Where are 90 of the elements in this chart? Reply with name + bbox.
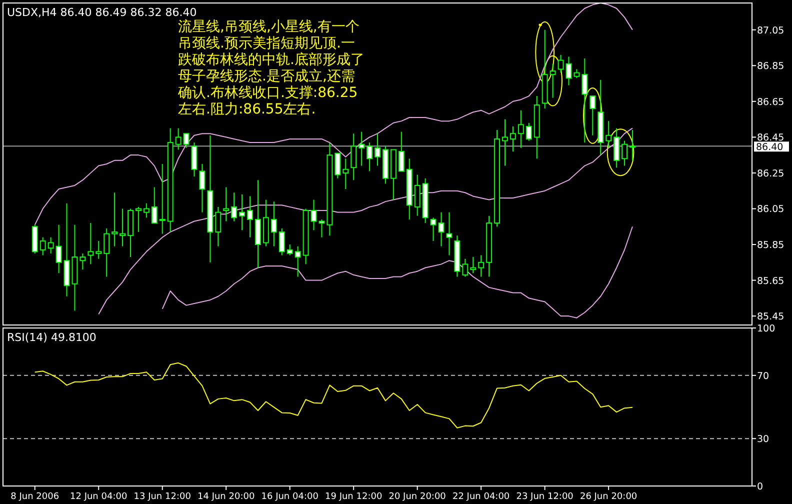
y-tick-label: 86.45: [757, 132, 784, 144]
candlestick: [278, 228, 285, 256]
candlestick: [318, 218, 325, 238]
candlestick: [398, 131, 404, 172]
y-tick-label: 70: [757, 370, 770, 382]
x-tick-label: 14 Jun 20:00: [198, 492, 255, 502]
candlestick: [622, 140, 628, 166]
line-series: [162, 226, 633, 318]
candlestick: [143, 202, 150, 218]
candlestick: [112, 192, 118, 247]
x-tick-label: 16 Jun 04:00: [261, 492, 319, 502]
chart-title: RSI(14) 49.8100: [7, 331, 96, 344]
candlestick: [526, 122, 532, 142]
candlestick: [550, 63, 556, 98]
candlestick: [294, 246, 301, 278]
candlestick: [135, 206, 142, 232]
candlestick: [350, 133, 357, 181]
annotation: 流星线,吊颈线,小星线,有一个: [178, 19, 360, 35]
candlestick: [342, 158, 349, 190]
x-tick-label: 22 Jun 04:00: [452, 492, 510, 502]
candlestick: [96, 240, 102, 260]
candlestick: [215, 206, 222, 247]
candlestick: [334, 152, 341, 179]
x-tick-label: 13 Jun 12:00: [134, 492, 192, 502]
x-tick-label: 26 Jun 20:00: [580, 492, 638, 502]
candlestick: [606, 120, 612, 148]
y-tick-label: 0: [757, 482, 764, 492]
x-tick-label: 20 Jun 20:00: [388, 492, 446, 502]
candlestick: [239, 194, 246, 231]
candlestick: [558, 54, 564, 74]
y-tick-label: 86.65: [757, 96, 784, 108]
candlestick: [374, 133, 380, 166]
candlestick: [88, 222, 94, 265]
candlestick: [582, 58, 588, 144]
annotation: 跌破布林线的中轨.底部形成了: [178, 52, 364, 68]
candlestick: [310, 199, 317, 231]
y-tick-label: 85.65: [757, 276, 784, 287]
candlestick: [270, 201, 277, 247]
candlestick: [518, 110, 524, 148]
chart-title: USDX,H4 86.40 86.49 86.32 86.40: [7, 6, 197, 19]
candlestick: [414, 174, 420, 216]
line-series: [34, 362, 633, 428]
annotation: 确认.布林线收口.支撑:86.25: [177, 85, 358, 101]
annotation: 左右.阻力:86.55左右.: [178, 102, 316, 118]
candlestick: [199, 164, 206, 213]
annotation: 母子孕线形态.是否成立,还需: [178, 68, 355, 84]
x-tick-label: 8 Jun 2006: [10, 492, 60, 502]
candlestick: [159, 164, 166, 234]
annotation: 吊颈线.预示美指短期见顶.一: [178, 36, 355, 52]
x-tick-label: 23 Jun 12:00: [516, 492, 574, 502]
candlestick: [247, 196, 253, 238]
y-tick-label: 86.25: [757, 168, 784, 180]
candlestick: [510, 126, 516, 152]
y-tick-label: 85.85: [757, 240, 784, 251]
y-tick-label: 87.05: [757, 25, 784, 36]
x-tick-label: 19 Jun 12:00: [325, 492, 382, 502]
candlestick: [366, 142, 372, 172]
y-tick-label: 86.05: [757, 204, 784, 216]
candlestick: [183, 133, 190, 148]
candlestick: [191, 142, 198, 178]
candlestick: [120, 208, 126, 247]
candlestick: [446, 212, 452, 256]
candlestick: [231, 192, 238, 222]
candlestick: [56, 224, 62, 274]
candlestick: [358, 131, 365, 166]
candlestick: [175, 128, 182, 150]
y-tick-label: 100: [757, 324, 776, 334]
candlestick: [438, 212, 444, 247]
candlestick: [223, 186, 230, 222]
candlestick: [630, 130, 636, 161]
candlestick: [614, 128, 620, 168]
y-tick-label: 86.85: [757, 61, 784, 72]
y-tick-label: 30: [757, 434, 770, 446]
y-tick-label: 85.45: [757, 312, 784, 323]
candlestick: [286, 244, 293, 256]
line-series: [98, 128, 633, 315]
candlestick: [430, 217, 436, 242]
x-tick-label: 12 Jun 04:00: [70, 492, 128, 502]
ref-line-label: 86.40: [756, 142, 784, 154]
candlestick: [151, 186, 158, 224]
candlestick: [566, 56, 572, 86]
candlestick: [478, 254, 484, 278]
candlestick: [48, 236, 54, 254]
candlestick: [40, 236, 46, 256]
candlestick: [590, 96, 596, 136]
candlestick: [502, 118, 508, 166]
candlestick: [104, 228, 110, 278]
candlestick: [462, 258, 468, 278]
candlestick: [80, 252, 86, 270]
candlestick: [470, 256, 476, 274]
